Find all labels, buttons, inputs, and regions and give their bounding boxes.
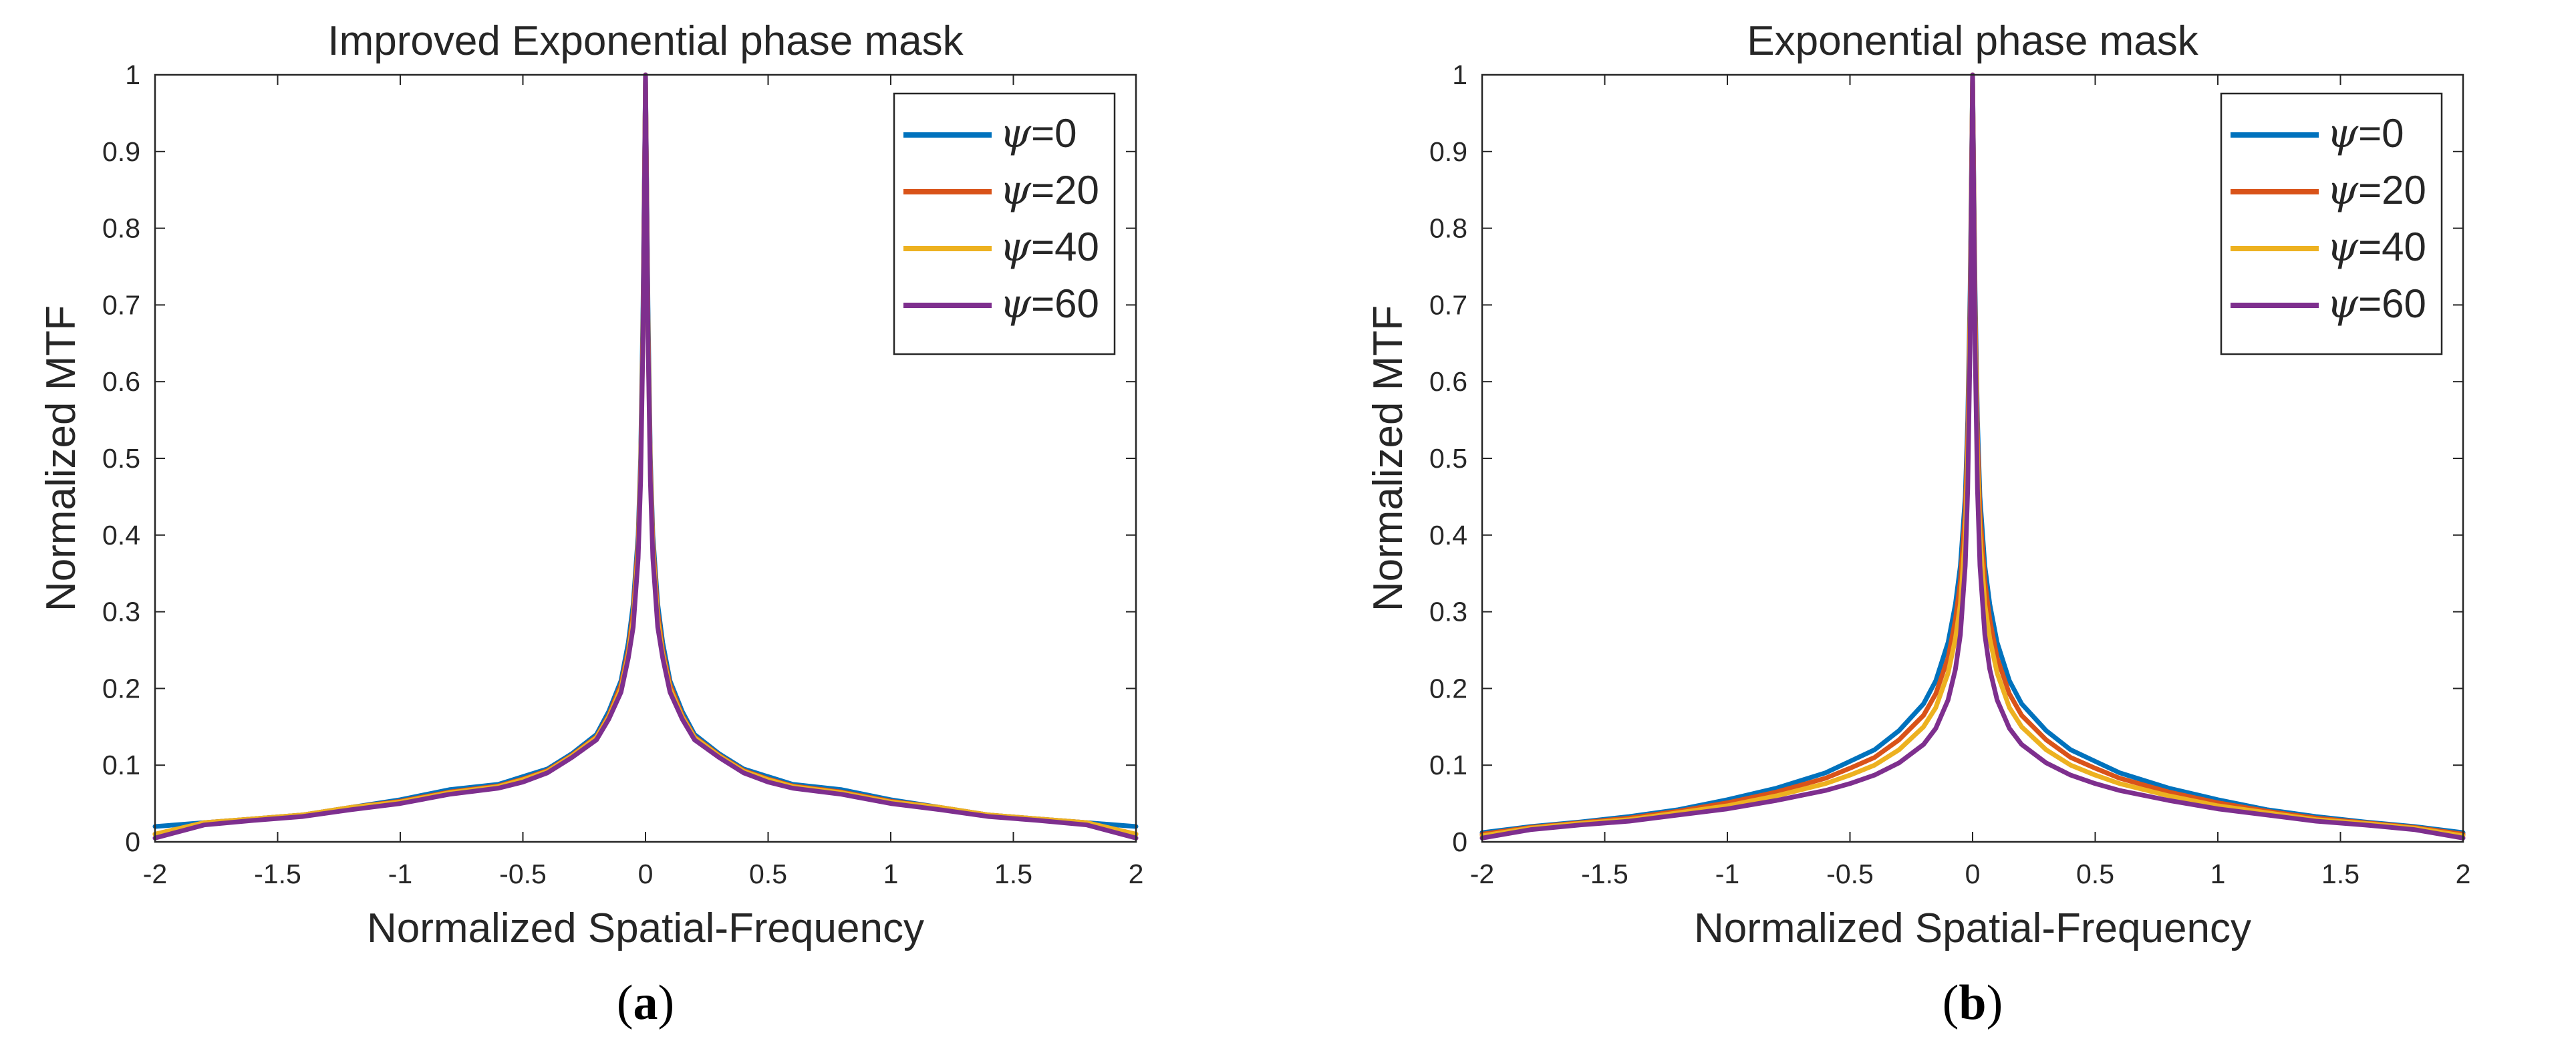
y-tick-label: 0.1 — [1429, 750, 1467, 780]
legend-psi-symbol: ψ — [2327, 110, 2359, 157]
y-tick-label: 0.9 — [102, 136, 140, 167]
legend-entry-label: ψ=0 — [2327, 110, 2404, 157]
x-tick-label: -2 — [1470, 859, 1494, 889]
y-tick-label: 0.9 — [1429, 136, 1467, 167]
x-tick-label: 1.5 — [994, 859, 1032, 889]
x-tick-label: 2 — [2456, 859, 2471, 889]
legend-psi-value: =20 — [2358, 168, 2426, 212]
x-axis-label: Normalized Spatial-Frequency — [1694, 905, 2251, 951]
axes-box — [1481, 73, 2464, 843]
y-tick-label: 0.7 — [1429, 289, 1467, 320]
x-tick-label: 1 — [883, 859, 899, 889]
y-tick-label: 1 — [1452, 59, 1467, 90]
legend-psi-symbol: ψ — [2327, 167, 2359, 214]
y-tick-label: 0.8 — [1429, 213, 1467, 244]
panel-label: (a) — [617, 975, 674, 1030]
legend-psi-value: =40 — [2358, 224, 2426, 269]
legend-psi-symbol: ψ — [2327, 224, 2359, 271]
legend-entry-label: ψ=0 — [1000, 110, 1077, 157]
y-tick-label: 0.2 — [1429, 673, 1467, 704]
y-tick-label: 0.1 — [102, 750, 140, 780]
x-tick-label: 0.5 — [749, 859, 787, 889]
x-tick-label: 0.5 — [2076, 859, 2114, 889]
axes-box — [154, 73, 1137, 843]
y-tick-label: 0.8 — [102, 213, 140, 244]
legend-entry-label: ψ=40 — [1000, 224, 1099, 271]
y-tick-label: 1 — [125, 59, 140, 90]
x-tick-label: 0 — [638, 859, 654, 889]
chart-panel-a: -2 -1.5 -1 -0.5 0 0.5 1 1.5 2 0 0.1 0.2 0.3 0.4 0.5 0.6… — [38, 18, 1143, 1030]
legend-entry-label: ψ=20 — [2327, 167, 2426, 214]
y-tick-label: 0.3 — [1429, 597, 1467, 627]
legend-entry-label: ψ=60 — [1000, 281, 1099, 327]
legend-psi-value: =0 — [1031, 111, 1077, 156]
y-tick-label: 0 — [1452, 827, 1467, 857]
y-axis-label: Normalized MTF — [1365, 305, 1411, 611]
y-tick-label: 0.2 — [102, 673, 140, 704]
y-tick-label: 0 — [125, 827, 140, 857]
y-tick-label: 0.5 — [1429, 443, 1467, 474]
x-tick-label: -0.5 — [499, 859, 547, 889]
legend-psi-symbol: ψ — [2327, 281, 2359, 327]
legend-psi-symbol: ψ — [1000, 224, 1032, 271]
panel-label-letter: a — [633, 975, 658, 1030]
x-tick-label: -1.5 — [1581, 859, 1628, 889]
panel-label-open-paren: ( — [1943, 975, 1959, 1030]
panel-label-letter: b — [1959, 975, 1986, 1030]
legend-psi-symbol: ψ — [1000, 110, 1032, 157]
y-tick-label: 0.4 — [1429, 520, 1467, 551]
x-tick-label: -1 — [1715, 859, 1739, 889]
chart-title: Exponential phase mask — [1747, 18, 2199, 64]
legend-psi-value: =60 — [1031, 281, 1099, 326]
y-tick-label: 0.7 — [102, 289, 140, 320]
legend-psi-value: =20 — [1031, 168, 1099, 212]
legend-entry-label: ψ=20 — [1000, 167, 1099, 214]
legend: ψ=0ψ=20ψ=40ψ=60 — [2220, 92, 2443, 355]
legend-entry-label: ψ=40 — [2327, 224, 2426, 271]
legend-psi-value: =0 — [2358, 111, 2404, 156]
x-tick-label: -0.5 — [1826, 859, 1874, 889]
y-tick-label: 0.4 — [102, 520, 140, 551]
x-tick-label: 1.5 — [2321, 859, 2359, 889]
y-tick-label: 0.6 — [102, 366, 140, 397]
legend: ψ=0ψ=20ψ=40ψ=60 — [893, 92, 1116, 355]
panel-label: (b) — [1943, 975, 2003, 1030]
x-tick-label: 1 — [2210, 859, 2226, 889]
x-tick-label: 0 — [1965, 859, 1981, 889]
y-axis-label: Normalized MTF — [38, 305, 84, 611]
chart-panel-b: -2 -1.5 -1 -0.5 0 0.5 1 1.5 2 0 0.1 0.2 0.3 0.4 0.5 0.6… — [1365, 18, 2470, 1030]
legend-psi-symbol: ψ — [1000, 167, 1032, 214]
y-tick-label: 0.6 — [1429, 366, 1467, 397]
panel-label-open-paren: ( — [617, 975, 633, 1030]
x-tick-label: -2 — [143, 859, 167, 889]
legend-entry-label: ψ=60 — [2327, 281, 2426, 327]
x-tick-label: -1.5 — [254, 859, 301, 889]
x-tick-label: -1 — [388, 859, 412, 889]
panel-label-close-paren: ) — [658, 975, 675, 1030]
legend-psi-value: =60 — [2358, 281, 2426, 326]
legend-psi-value: =40 — [1031, 224, 1099, 269]
y-tick-label: 0.5 — [102, 443, 140, 474]
y-tick-label: 0.3 — [102, 597, 140, 627]
panel-label-close-paren: ) — [1987, 975, 2003, 1030]
legend-psi-symbol: ψ — [1000, 281, 1032, 327]
x-axis-label: Normalized Spatial-Frequency — [367, 905, 924, 951]
x-tick-label: 2 — [1129, 859, 1144, 889]
chart-title: Improved Exponential phase mask — [327, 18, 964, 64]
